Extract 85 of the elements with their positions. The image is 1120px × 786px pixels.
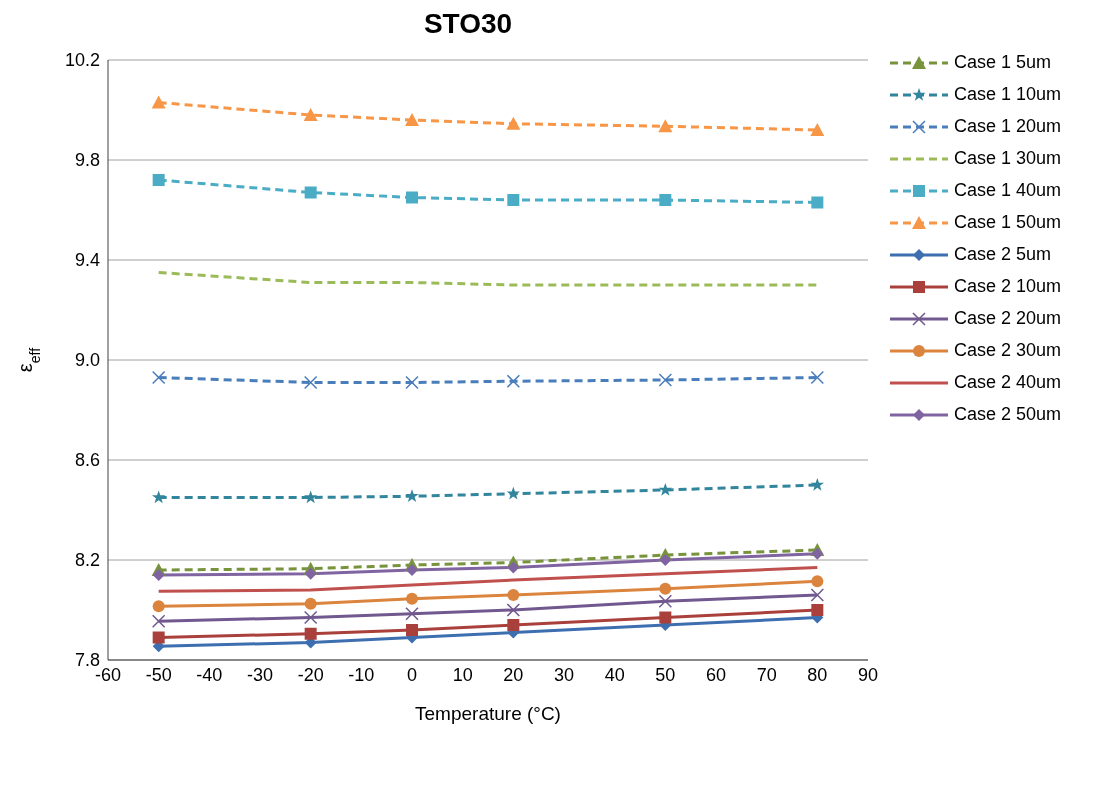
point — [152, 490, 166, 504]
point — [658, 373, 673, 387]
x-tick-label: 0 — [406, 664, 418, 685]
legend-label: Case 2 5um — [954, 244, 1052, 265]
point — [659, 554, 672, 566]
x-tick-label: 70 — [756, 664, 777, 685]
point — [810, 123, 825, 136]
y-tick-label: 9.8 — [74, 150, 100, 171]
point — [304, 490, 318, 504]
point — [506, 486, 520, 500]
point — [811, 604, 824, 616]
point — [659, 611, 672, 624]
point — [303, 108, 318, 121]
point — [405, 607, 419, 621]
x-tick-label: 30 — [553, 664, 575, 685]
point — [405, 113, 419, 126]
x-tick-label: 90 — [857, 664, 879, 685]
y-tick-label: 8.2 — [74, 550, 100, 571]
legend-label: Case 2 40um — [954, 372, 1062, 393]
y-tick-label: 7.8 — [74, 650, 100, 671]
point — [152, 600, 165, 613]
point — [304, 186, 317, 199]
point — [406, 564, 418, 576]
y-tick-label: 8.6 — [74, 450, 100, 471]
point — [304, 627, 317, 640]
point — [658, 483, 672, 496]
x-tick-label: -40 — [196, 664, 223, 685]
legend-label: Case 1 5um — [954, 52, 1052, 73]
x-tick-label: -20 — [297, 664, 324, 685]
point — [406, 592, 418, 605]
point — [507, 194, 520, 206]
point — [810, 478, 824, 491]
x-tick-label: -30 — [246, 664, 274, 685]
point — [303, 610, 318, 625]
point — [659, 194, 672, 206]
x-tick-label: 40 — [604, 664, 625, 685]
point — [405, 489, 419, 502]
legend-label: Case 2 50um — [954, 404, 1062, 425]
point — [658, 594, 673, 608]
point — [507, 619, 520, 631]
y-tick-label: 9.0 — [74, 350, 100, 371]
legend-label: Case 1 40um — [954, 180, 1062, 201]
point — [506, 116, 521, 130]
point — [506, 374, 521, 388]
point — [406, 624, 418, 636]
x-tick-label: 80 — [807, 664, 828, 685]
x-tick-label: -10 — [348, 664, 375, 685]
x-tick-label: 60 — [705, 664, 727, 685]
point — [151, 614, 166, 628]
y-tick-label: 9.4 — [74, 250, 100, 271]
point — [658, 119, 673, 133]
point — [405, 375, 419, 390]
x-tick-label: -50 — [145, 664, 172, 685]
point — [507, 589, 520, 601]
legend-label: Case 1 20um — [954, 116, 1062, 137]
point — [810, 588, 825, 602]
legend-label: Case 1 10um — [954, 84, 1062, 105]
point — [151, 95, 166, 109]
point — [304, 567, 317, 580]
point — [152, 569, 165, 581]
legend-label: Case 2 10um — [954, 276, 1062, 297]
point — [810, 370, 825, 385]
point — [152, 174, 165, 186]
y-tick-label: 10.2 — [64, 50, 100, 71]
point — [811, 575, 824, 588]
x-tick-label: 50 — [655, 664, 676, 685]
point — [811, 547, 824, 560]
line-series — [157, 566, 819, 593]
legend-label: Case 1 50um — [954, 212, 1062, 233]
point — [507, 561, 520, 574]
legend-label: Case 2 30um — [954, 340, 1062, 361]
chart-title: STO30 — [422, 8, 514, 40]
point — [304, 597, 317, 610]
legend-label: Case 1 30um — [954, 148, 1062, 169]
point — [303, 375, 318, 390]
point — [811, 196, 824, 209]
point — [152, 631, 165, 644]
x-tick-label: 10 — [452, 664, 473, 685]
point — [506, 603, 521, 617]
x-tick-label: 20 — [503, 664, 524, 685]
point — [659, 582, 672, 595]
point — [151, 370, 166, 385]
x-axis-title: Temperature (°C) — [415, 703, 561, 724]
legend-label: Case 2 20um — [954, 308, 1062, 329]
point — [406, 191, 418, 204]
